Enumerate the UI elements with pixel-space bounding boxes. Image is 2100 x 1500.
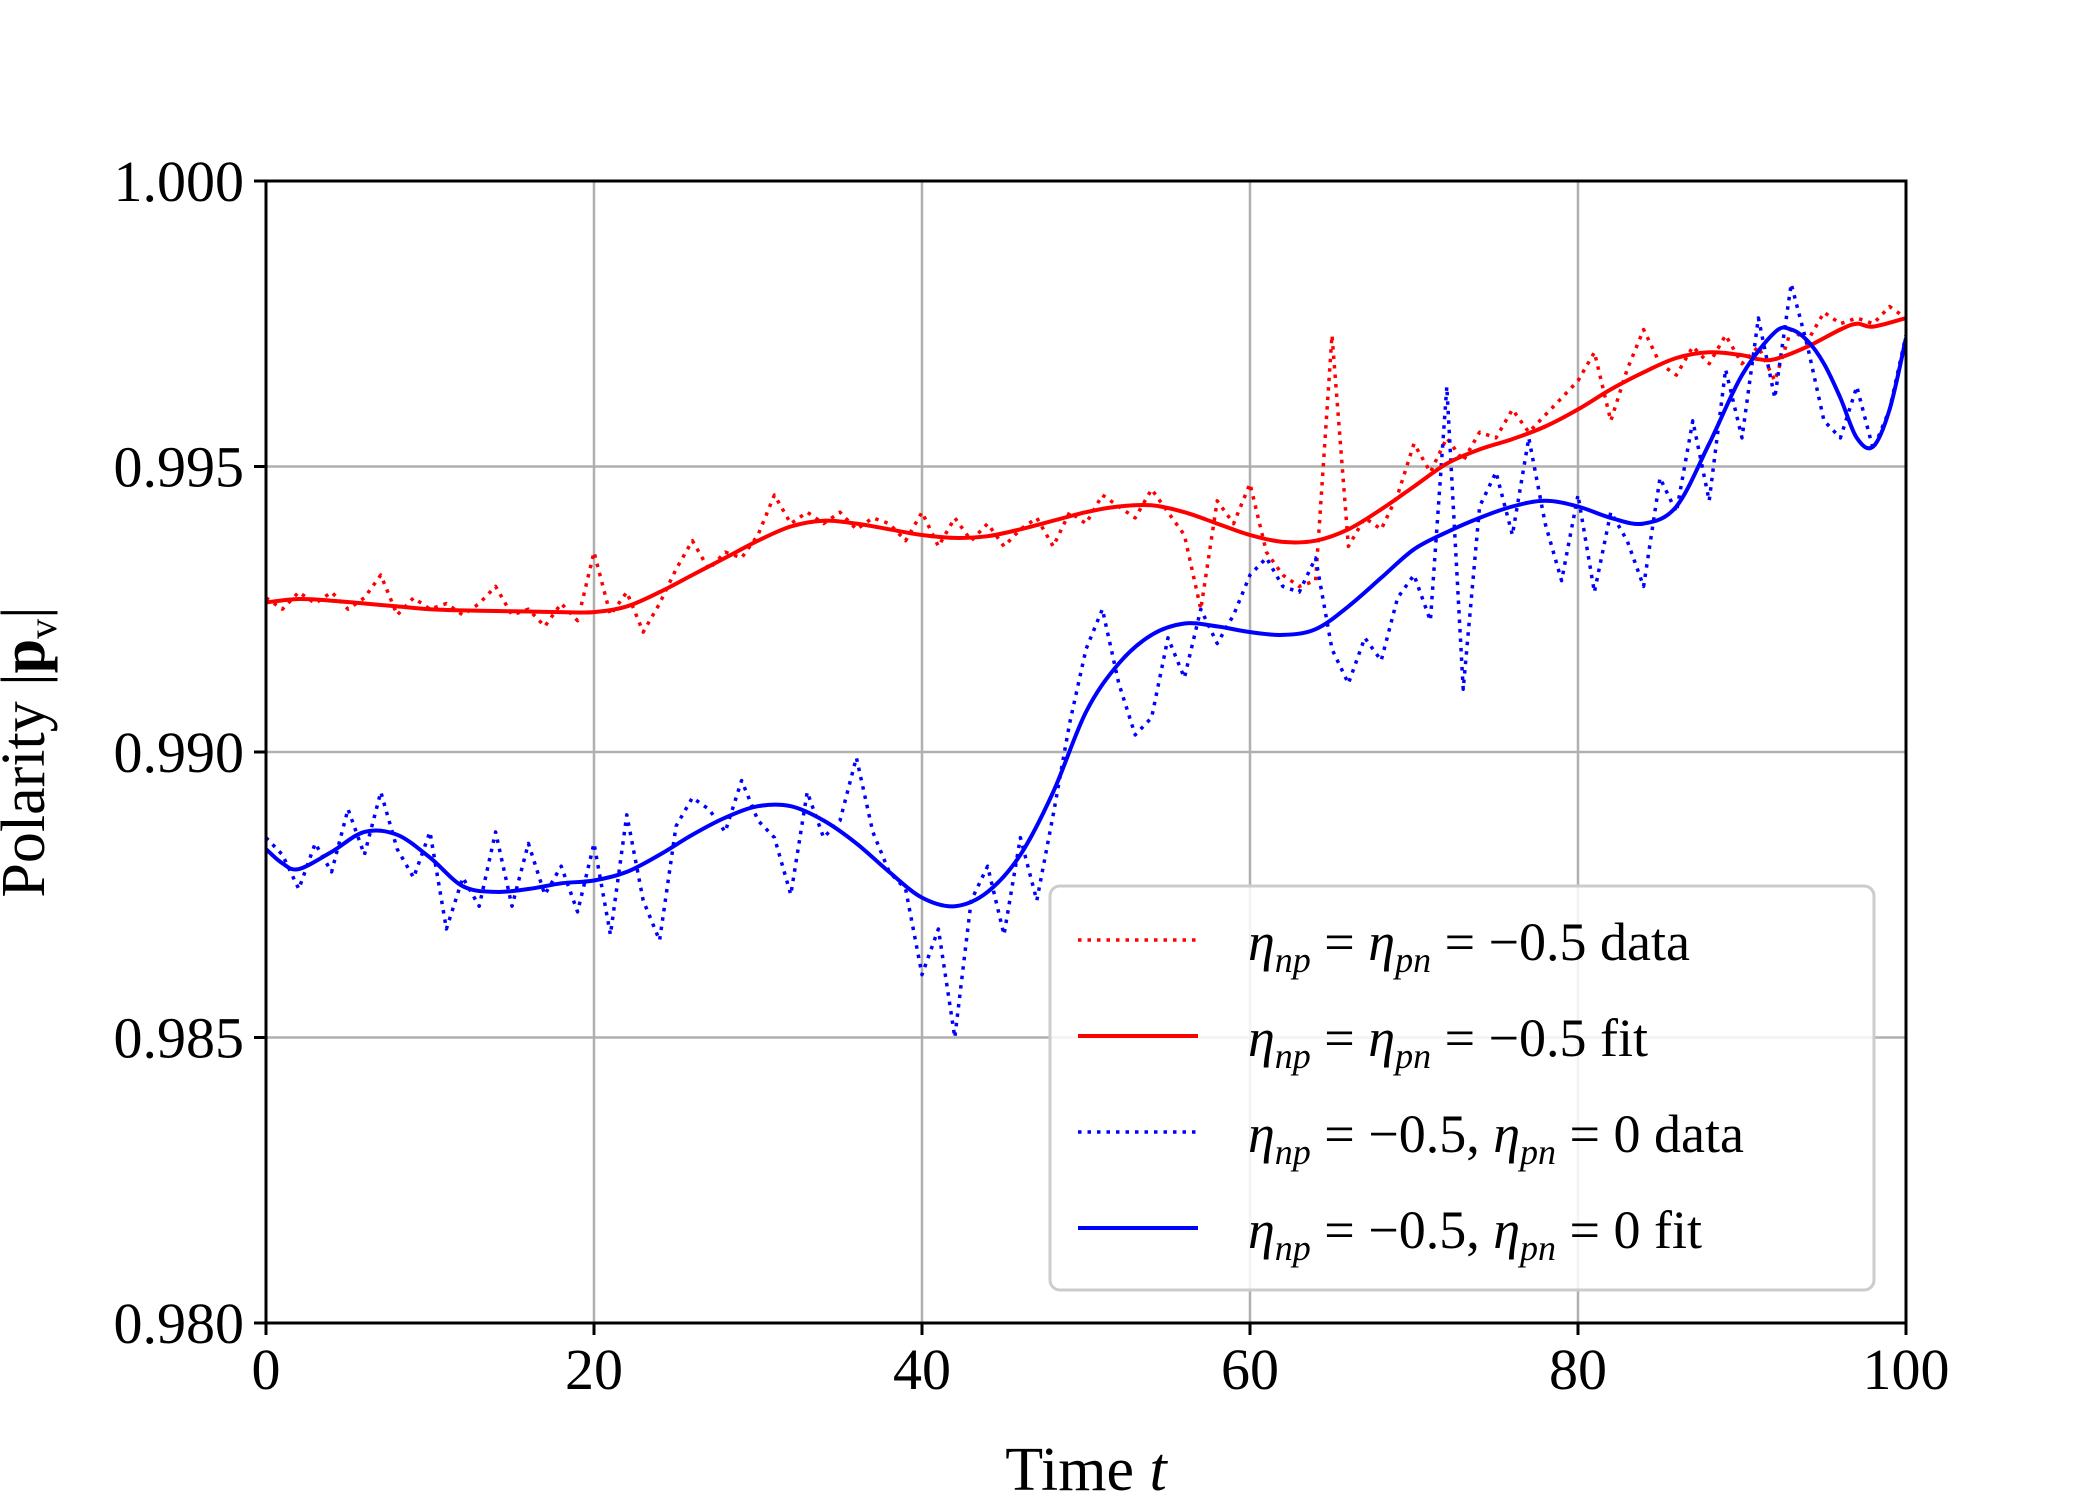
series-line-1 xyxy=(266,304,1906,634)
legend-box xyxy=(1048,884,1876,1292)
x-tick-label: 60 xyxy=(1221,1337,1279,1402)
legend-label-3: ηnp = −0.5, ηpn = 0 data xyxy=(1248,1104,1744,1172)
y-tick-label: 0.985 xyxy=(114,1006,245,1071)
y-tick-label: 0.990 xyxy=(114,720,245,785)
x-tick-label: 100 xyxy=(1863,1337,1950,1402)
x-tick-label: 0 xyxy=(252,1337,281,1402)
x-tick-label: 80 xyxy=(1549,1337,1607,1402)
y-tick-label: 1.000 xyxy=(114,149,245,214)
series-line-4 xyxy=(266,325,1906,909)
legend: ηnp = ηpn = −0.5 data ηnp = ηpn = −0.5 fi… xyxy=(1048,884,1876,1292)
x-tick-label: 20 xyxy=(565,1337,623,1402)
y-axis-label: Polarity |pv| xyxy=(0,606,65,897)
legend-label-4: ηnp = −0.5, ηpn = 0 fit xyxy=(1248,1200,1702,1268)
x-tick-label: 40 xyxy=(893,1337,951,1402)
series-line-2 xyxy=(266,316,1906,615)
legend-label-2: ηnp = ηpn = −0.5 fit xyxy=(1248,1008,1648,1076)
series-layer xyxy=(266,282,1906,1040)
legend-label-1: ηnp = ηpn = −0.5 data xyxy=(1248,912,1690,980)
x-axis-label: Time t xyxy=(1005,1436,1168,1500)
y-tick-label: 0.995 xyxy=(114,435,245,500)
y-tick-label: 0.980 xyxy=(114,1291,245,1356)
axis-ticks: 0 20 40 60 80 100 0.980 0.985 0.990 0.995 1.000 xyxy=(114,149,1950,1402)
